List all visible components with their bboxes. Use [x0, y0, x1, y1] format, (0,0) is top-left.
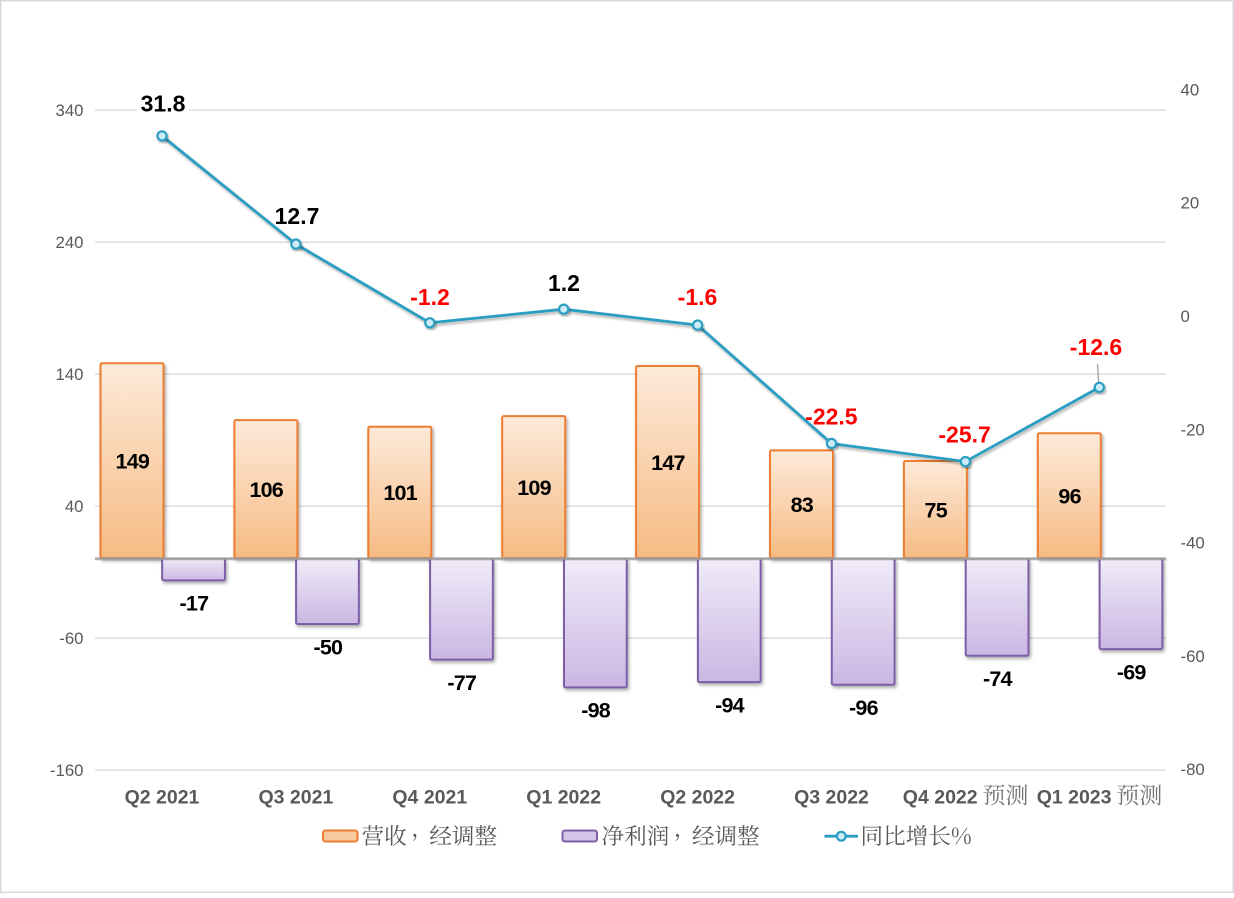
svg-text:-77: -77 [447, 671, 477, 695]
svg-text:-69: -69 [1117, 660, 1147, 684]
svg-text:101: 101 [383, 481, 417, 505]
svg-text:Q1 2022: Q1 2022 [526, 787, 601, 809]
svg-text:-50: -50 [313, 635, 343, 659]
svg-text:-60: -60 [1181, 647, 1205, 666]
svg-text:109: 109 [517, 476, 551, 500]
svg-text:-80: -80 [1181, 760, 1205, 779]
svg-text:12.7: 12.7 [275, 203, 320, 229]
svg-text:-12.6: -12.6 [1070, 334, 1122, 360]
svg-text:Q4 2022: Q4 2022 [903, 787, 978, 809]
svg-text:-40: -40 [1181, 534, 1205, 553]
svg-text:340: 340 [56, 101, 84, 120]
svg-text:-96: -96 [849, 696, 879, 720]
svg-text:-22.5: -22.5 [805, 404, 858, 430]
svg-text:40: 40 [1181, 80, 1200, 99]
svg-text:Q3 2022: Q3 2022 [794, 787, 869, 809]
svg-text:-17: -17 [180, 592, 210, 616]
svg-text:-74: -74 [983, 667, 1013, 691]
svg-text:106: 106 [249, 478, 283, 502]
svg-text:240: 240 [56, 233, 84, 252]
svg-text:-20: -20 [1181, 420, 1205, 439]
svg-text:96: 96 [1058, 484, 1081, 508]
svg-text:0: 0 [1181, 307, 1190, 326]
svg-text:Q1 2023: Q1 2023 [1037, 787, 1112, 809]
svg-text:-1.6: -1.6 [678, 284, 718, 310]
svg-text:Q4 2021: Q4 2021 [392, 787, 467, 809]
svg-text:-160: -160 [50, 761, 84, 780]
svg-text:Q2 2022: Q2 2022 [660, 787, 735, 809]
svg-text:-98: -98 [581, 699, 611, 723]
svg-text:-60: -60 [59, 629, 83, 648]
svg-text:31.8: 31.8 [141, 91, 186, 117]
svg-text:1.2: 1.2 [548, 270, 580, 296]
svg-text:147: 147 [651, 451, 685, 475]
svg-text:40: 40 [65, 497, 84, 516]
svg-text:75: 75 [925, 498, 948, 522]
svg-text:140: 140 [56, 365, 84, 384]
svg-text:Q2 2021: Q2 2021 [125, 787, 200, 809]
svg-text:20: 20 [1181, 194, 1200, 213]
svg-text:Q3 2021: Q3 2021 [258, 787, 333, 809]
svg-text:-25.7: -25.7 [938, 422, 990, 448]
svg-text:83: 83 [791, 493, 814, 517]
svg-text:149: 149 [116, 450, 150, 474]
svg-text:-94: -94 [715, 693, 745, 717]
svg-text:-1.2: -1.2 [410, 284, 450, 310]
